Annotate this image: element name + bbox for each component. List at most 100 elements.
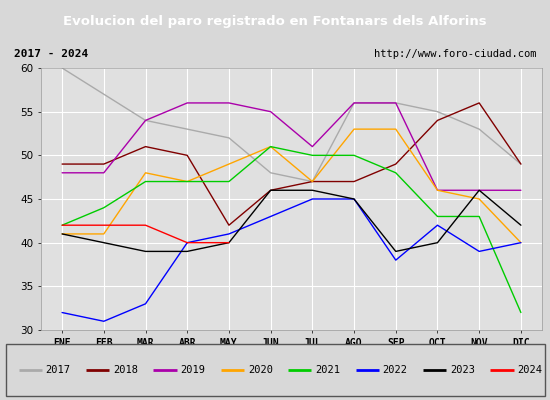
2020: [309, 179, 316, 184]
2021: [226, 179, 232, 184]
2023: [59, 232, 65, 236]
2020: [142, 170, 149, 175]
2024: [184, 240, 190, 245]
Text: 2017 - 2024: 2017 - 2024: [14, 49, 88, 59]
2018: [309, 179, 316, 184]
2018: [351, 179, 358, 184]
2018: [184, 153, 190, 158]
2022: [142, 302, 149, 306]
2023: [184, 249, 190, 254]
Text: 2022: 2022: [383, 365, 408, 375]
2021: [267, 144, 274, 149]
Text: 2018: 2018: [113, 365, 138, 375]
2019: [518, 188, 524, 193]
2018: [393, 162, 399, 166]
2021: [59, 223, 65, 228]
2024: [59, 223, 65, 228]
2024: [101, 223, 107, 228]
2023: [393, 249, 399, 254]
2021: [518, 310, 524, 315]
Line: 2018: 2018: [62, 103, 521, 225]
2022: [309, 197, 316, 202]
2017: [476, 127, 482, 132]
2022: [393, 258, 399, 262]
Line: 2020: 2020: [62, 129, 521, 243]
2020: [101, 232, 107, 236]
2023: [434, 240, 441, 245]
2017: [267, 170, 274, 175]
2017: [101, 92, 107, 97]
2018: [518, 162, 524, 166]
2020: [267, 144, 274, 149]
2021: [434, 214, 441, 219]
Text: 2019: 2019: [180, 365, 205, 375]
Line: 2022: 2022: [62, 199, 521, 321]
2020: [226, 162, 232, 166]
2019: [184, 100, 190, 105]
Line: 2017: 2017: [62, 68, 521, 182]
Text: 2024: 2024: [518, 365, 542, 375]
2019: [434, 188, 441, 193]
2023: [267, 188, 274, 193]
2017: [59, 66, 65, 70]
2017: [434, 109, 441, 114]
Line: 2024: 2024: [62, 225, 229, 243]
Text: Evolucion del paro registrado en Fontanars dels Alforins: Evolucion del paro registrado en Fontana…: [63, 14, 487, 28]
Line: 2023: 2023: [62, 190, 521, 252]
Text: 2020: 2020: [248, 365, 273, 375]
2018: [434, 118, 441, 123]
2022: [351, 197, 358, 202]
2020: [184, 179, 190, 184]
2022: [226, 232, 232, 236]
2022: [518, 240, 524, 245]
2017: [518, 162, 524, 166]
2024: [142, 223, 149, 228]
Text: 2021: 2021: [315, 365, 340, 375]
2020: [476, 197, 482, 202]
2024: [226, 240, 232, 245]
2019: [476, 188, 482, 193]
2017: [393, 100, 399, 105]
2018: [142, 144, 149, 149]
2021: [142, 179, 149, 184]
2018: [267, 188, 274, 193]
2019: [309, 144, 316, 149]
FancyBboxPatch shape: [6, 344, 544, 396]
2017: [351, 100, 358, 105]
2020: [351, 127, 358, 132]
2023: [309, 188, 316, 193]
Text: 2017: 2017: [46, 365, 70, 375]
2023: [518, 223, 524, 228]
2022: [267, 214, 274, 219]
Line: 2019: 2019: [62, 103, 521, 190]
Line: 2021: 2021: [62, 147, 521, 312]
2017: [142, 118, 149, 123]
2017: [309, 179, 316, 184]
2022: [59, 310, 65, 315]
2023: [101, 240, 107, 245]
2017: [184, 127, 190, 132]
2020: [518, 240, 524, 245]
2022: [101, 319, 107, 324]
2019: [101, 170, 107, 175]
2018: [101, 162, 107, 166]
Text: 2023: 2023: [450, 365, 475, 375]
2021: [309, 153, 316, 158]
2019: [59, 170, 65, 175]
2021: [476, 214, 482, 219]
2020: [59, 232, 65, 236]
2018: [226, 223, 232, 228]
2020: [393, 127, 399, 132]
2021: [393, 170, 399, 175]
2019: [393, 100, 399, 105]
2018: [59, 162, 65, 166]
2023: [476, 188, 482, 193]
2019: [267, 109, 274, 114]
2019: [226, 100, 232, 105]
Text: http://www.foro-ciudad.com: http://www.foro-ciudad.com: [374, 49, 536, 59]
2021: [184, 179, 190, 184]
2018: [476, 100, 482, 105]
2022: [184, 240, 190, 245]
2021: [101, 205, 107, 210]
2022: [476, 249, 482, 254]
